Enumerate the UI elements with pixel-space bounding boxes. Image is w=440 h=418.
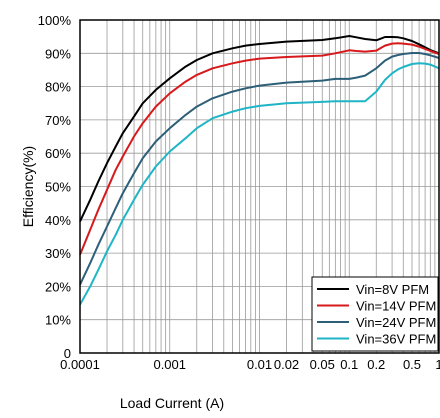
series-lines xyxy=(79,35,440,306)
legend-label: Vin=8V PFM xyxy=(356,282,429,297)
x-tick-label: 0.0001 xyxy=(60,357,100,372)
series-line-2 xyxy=(79,42,440,256)
plot-frame xyxy=(79,19,440,354)
x-tick-labels: 0.0001 0.001 0.01 0.02 0.05 0.1 0.2 0.5 1 xyxy=(60,357,440,372)
x-tick-label: 0.5 xyxy=(403,357,421,372)
x-tick-label: 0.1 xyxy=(340,357,358,372)
x-tick-label: 0.2 xyxy=(367,357,385,372)
y-tick-label: 10% xyxy=(45,313,71,328)
y-tick-label: 100% xyxy=(38,13,72,28)
y-tick-label: 70% xyxy=(45,113,71,128)
y-tick-label: 60% xyxy=(45,146,71,161)
legend-label: Vin=36V PFM xyxy=(356,332,436,347)
y-tick-label: 80% xyxy=(45,80,71,95)
y-tick-label: 90% xyxy=(45,46,71,61)
y-tick-label: 30% xyxy=(45,246,71,261)
y-tick-label: 20% xyxy=(45,279,71,294)
x-tick-label: 0.05 xyxy=(310,357,335,372)
series-line-1 xyxy=(79,35,440,222)
legend-label: Vin=14V PFM xyxy=(356,299,436,314)
x-tick-label: 0.001 xyxy=(153,357,186,372)
y-tick-label: 40% xyxy=(45,213,71,228)
x-tick-label: 1 xyxy=(435,357,440,372)
x-axis-title: Load Current (A) xyxy=(120,395,224,411)
legend-label: Vin=24V PFM xyxy=(356,315,436,330)
y-tick-label: 0 xyxy=(64,346,71,361)
x-tick-label: 0.01 xyxy=(247,357,272,372)
x-tick-label: 0.02 xyxy=(274,357,299,372)
y-axis-title: Efficiency(%) xyxy=(20,146,36,227)
y-tick-label: 50% xyxy=(45,180,71,195)
series-line-3 xyxy=(79,52,440,286)
y-tick-labels: 0 10% 20% 30% 40% 50% 60% 70% 80% 90% 100% xyxy=(38,13,72,361)
series-line-4 xyxy=(79,62,440,306)
